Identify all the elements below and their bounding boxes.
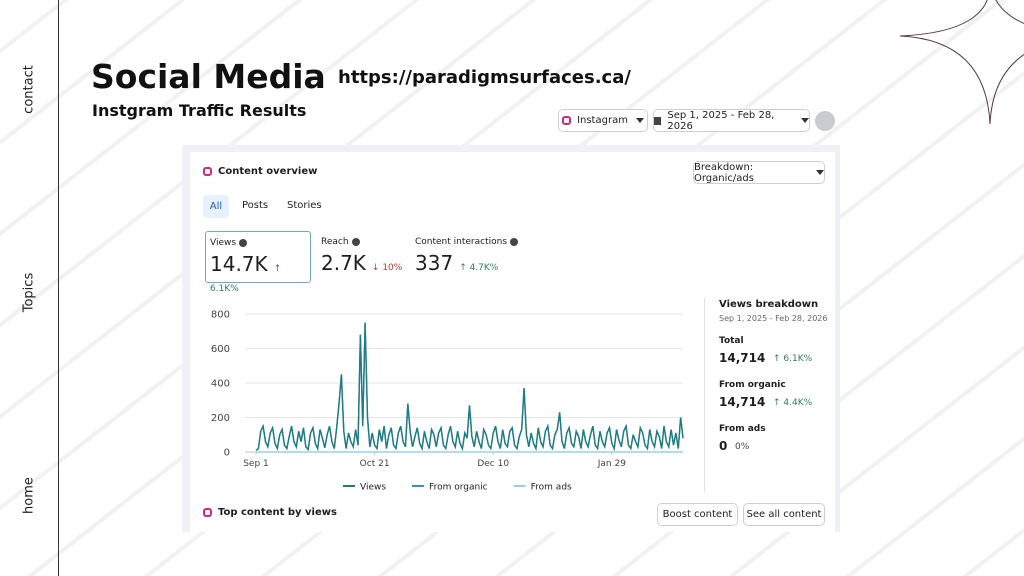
tab[interactable]: All [203,195,229,218]
x-tick-label: Sep 1 [243,459,269,469]
metric-card[interactable]: Views 14.7K ↑ 6.1K% [205,231,311,294]
platform-label: Instagram [577,115,628,126]
panel-divider [704,298,705,492]
y-tick-label: 200 [211,413,230,424]
metric-change: ↓ 10% [371,263,403,273]
slide-title: Social Media [91,57,326,96]
row-label: Total [719,336,744,346]
metric-label: Reach [321,237,349,247]
y-tick-label: 600 [211,344,230,355]
metric-card[interactable]: Reach 2.7K ↓ 10% [317,231,407,283]
row-label: From ads [719,424,766,434]
row-label: From organic [719,380,786,390]
platform-dropdown[interactable]: Instagram [558,109,648,132]
tab[interactable]: Posts [242,200,269,211]
subtitle: Instgram Traffic Results [92,101,307,120]
row-change: ↑ 6.1K% [773,354,813,364]
x-tick-label: Dec 10 [477,459,509,469]
metric-card[interactable]: Content interactions 337 ↑ 4.7K% [411,231,531,283]
section-header: Top content by views [203,507,337,518]
date-dropdown[interactable]: Sep 1, 2025 - Feb 28, 2026 [653,109,810,132]
card-title: Content overview [218,166,318,177]
metric-value: 14.7K [210,252,268,276]
breakdown-dropdown[interactable]: Breakdown: Organic/ads [693,161,825,184]
x-tick-label: Jan 29 [597,459,626,469]
panel-title: Views breakdown [719,299,819,310]
card-header: Content overview [203,166,317,177]
legend-label: From ads [531,483,572,493]
divider [58,0,59,576]
legend-label: Views [360,483,386,493]
metric-change: ↑ 6.1K% [210,264,282,294]
metric-value: 2.7K [321,251,366,275]
y-tick-label: 800 [211,310,230,321]
metric-value: 337 [415,251,454,275]
button[interactable]: See all content [743,503,825,526]
metric-label: Views [210,238,237,248]
breakdown-label: Breakdown: Organic/ads [694,161,754,184]
card [190,152,835,532]
button[interactable]: Boost content [657,503,738,526]
metric-label: Content interactions [415,237,508,247]
url: https://paradigmsurfaces.ca/ [338,67,631,88]
date-label: Sep 1, 2025 - Feb 28, 2026 [667,109,775,132]
legend-label: From organic [429,483,488,493]
series-line [255,322,684,452]
y-tick-label: 0 [224,448,230,459]
row-change: 0% [735,442,750,452]
row-value: 14,714 [719,395,766,409]
panel-date: Sep 1, 2025 - Feb 28, 2026 [719,314,828,323]
row-value: 14,714 [719,351,766,365]
x-tick-label: Oct 21 [360,459,390,469]
row-change: ↑ 4.4K% [773,398,813,408]
y-tick-label: 400 [211,379,230,390]
avatar[interactable] [815,111,835,131]
row-value: 0 [719,439,728,453]
metric-change: ↑ 4.7K% [459,263,499,273]
section-title: Top content by views [218,507,337,518]
tab[interactable]: Stories [287,200,322,211]
